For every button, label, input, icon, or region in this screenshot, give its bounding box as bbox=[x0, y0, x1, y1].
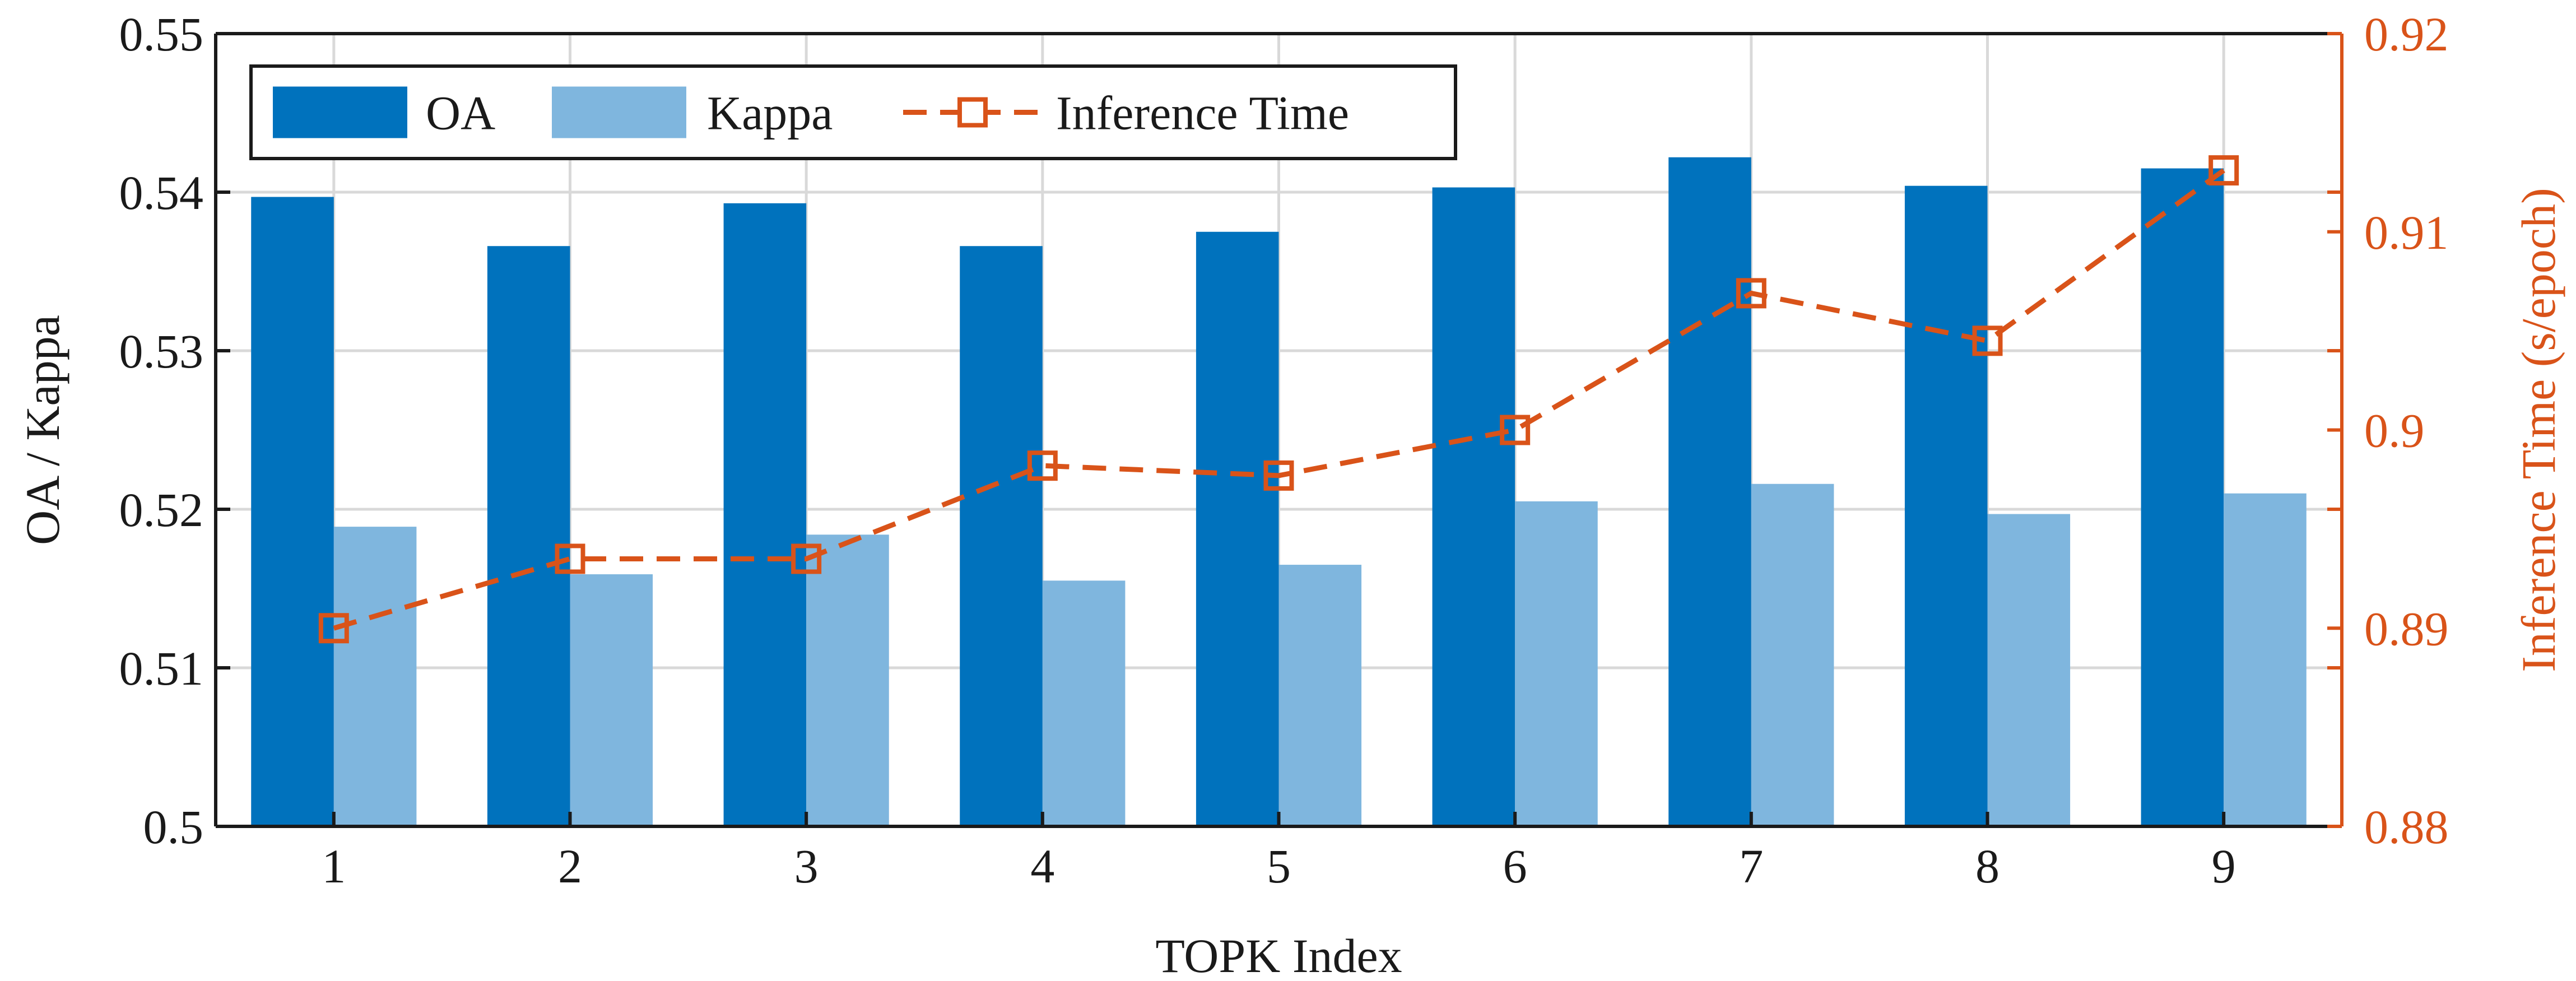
x-tick-label: 2 bbox=[558, 839, 582, 893]
bar-oa bbox=[251, 197, 334, 826]
bar-kappa bbox=[1278, 565, 1362, 826]
inference-time-marker bbox=[555, 543, 585, 574]
legend-box bbox=[249, 64, 1457, 160]
x-tick-label: 4 bbox=[1030, 839, 1054, 893]
bar-oa bbox=[2141, 168, 2224, 826]
y-tick-label-right: 0.88 bbox=[2364, 800, 2449, 854]
bar-oa bbox=[960, 246, 1043, 827]
y-axis-label-right: Inference Time (s/epoch) bbox=[2512, 188, 2565, 672]
bar-kappa bbox=[806, 534, 889, 826]
inference-time-marker bbox=[1027, 450, 1058, 481]
inference-time-marker bbox=[2208, 155, 2239, 186]
bar-oa bbox=[723, 203, 807, 826]
bar-kappa bbox=[1042, 580, 1126, 826]
x-axis-label: TOPK Index bbox=[1155, 929, 1402, 981]
inference-time-marker bbox=[791, 543, 822, 574]
bar-kappa bbox=[570, 574, 653, 826]
inference-time-marker bbox=[318, 613, 349, 644]
legend-swatch-oa bbox=[273, 86, 407, 138]
y-tick-label-right: 0.92 bbox=[2364, 7, 2449, 61]
bar-kappa bbox=[1515, 501, 1598, 826]
x-tick-label: 1 bbox=[322, 839, 346, 893]
legend-label-inference-time: Inference Time bbox=[1056, 86, 1349, 140]
x-tick-label: 6 bbox=[1503, 839, 1527, 893]
inference-time-marker bbox=[1736, 278, 1766, 309]
x-tick-label: 8 bbox=[1975, 839, 2000, 893]
x-tick-label: 9 bbox=[2212, 839, 2236, 893]
bar-oa bbox=[487, 246, 570, 827]
x-tick-label: 3 bbox=[794, 839, 819, 893]
y-tick-label-left: 0.54 bbox=[119, 166, 204, 220]
y-tick-label-left: 0.51 bbox=[119, 641, 204, 695]
y-tick-label-left: 0.52 bbox=[119, 483, 204, 537]
bar-oa bbox=[1432, 187, 1515, 826]
x-tick-label: 7 bbox=[1739, 839, 1763, 893]
bar-kappa bbox=[2224, 493, 2307, 826]
inference-time-marker bbox=[1263, 460, 1294, 491]
bar-oa bbox=[1904, 185, 1988, 827]
bar-kappa bbox=[1987, 514, 2071, 826]
axes bbox=[214, 32, 2343, 828]
y-tick-label-left: 0.5 bbox=[143, 800, 204, 854]
y-tick-label-left: 0.53 bbox=[119, 324, 204, 378]
legend-marker-inference-time bbox=[957, 97, 988, 128]
legend-label-oa: OA bbox=[426, 86, 495, 140]
y-tick-label-left: 0.55 bbox=[119, 7, 204, 61]
legend-swatch-kappa bbox=[552, 86, 686, 138]
inference-time-marker bbox=[1500, 415, 1531, 445]
y-axis-label-left: OA / Kappa bbox=[16, 315, 69, 545]
bar-kappa bbox=[1751, 483, 1834, 826]
x-tick-label: 5 bbox=[1267, 839, 1291, 893]
tick-labels: 0.5 0.51 0.52 0.53 0.54 0.55 0.88 0.89 0.9 0.91 0.… bbox=[119, 7, 2449, 893]
bars bbox=[251, 157, 2307, 827]
bar-oa bbox=[1668, 157, 1751, 826]
y-tick-label-right: 0.9 bbox=[2364, 404, 2425, 458]
bar-oa bbox=[1196, 231, 1279, 826]
bar-kappa bbox=[333, 527, 417, 826]
inference-time-marker bbox=[1972, 326, 2003, 356]
legend: OA Kappa Inference Time bbox=[249, 64, 1457, 160]
inference-time-series-line bbox=[333, 168, 2225, 631]
legend-label-kappa: Kappa bbox=[707, 86, 833, 140]
y-tick-label-right: 0.91 bbox=[2364, 206, 2449, 259]
inference-time-line bbox=[318, 155, 2239, 644]
y-tick-label-right: 0.89 bbox=[2364, 602, 2449, 655]
